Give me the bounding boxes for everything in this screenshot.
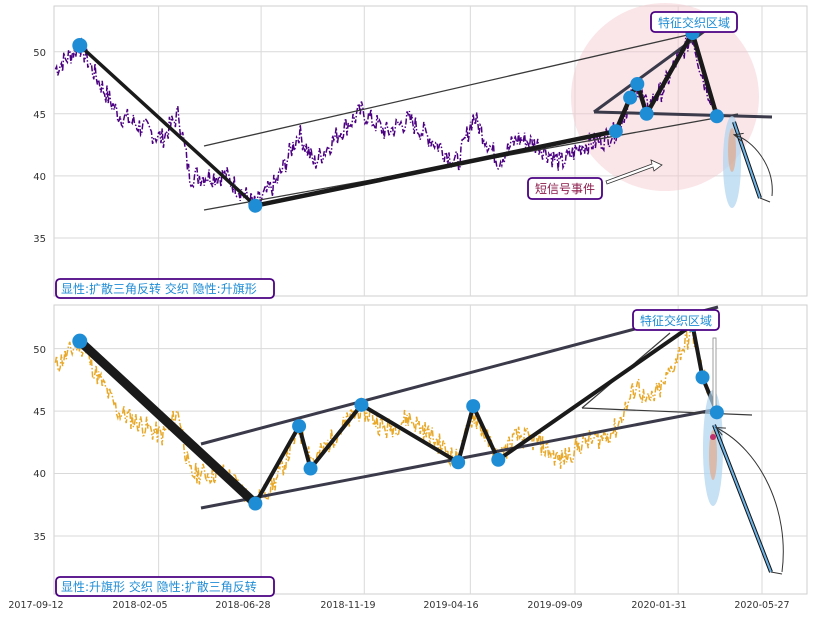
bottom-pattern-segment bbox=[690, 322, 705, 380]
bottom-legend-box bbox=[55, 576, 275, 597]
top-projection-core bbox=[728, 128, 736, 172]
grid-layer bbox=[54, 6, 807, 594]
top-legend-box bbox=[55, 278, 275, 299]
top-pattern-point bbox=[630, 76, 645, 91]
bottom-y-tick-label: 45 bbox=[33, 407, 46, 418]
bottom-pattern-point bbox=[466, 399, 481, 414]
bottom-pattern-point bbox=[695, 370, 710, 385]
top-zone-label: 特征交织区域 bbox=[658, 15, 730, 30]
x-tick-label: 2018-11-19 bbox=[320, 600, 375, 611]
top-pattern-point bbox=[709, 109, 724, 124]
bottom-pattern-point bbox=[491, 452, 506, 467]
bottom-projection-bar bbox=[712, 337, 717, 411]
bottom-pattern-point bbox=[72, 333, 88, 349]
bottom-projection-arrow-inner bbox=[713, 424, 772, 573]
bottom-pattern-point bbox=[451, 455, 466, 470]
top-pattern-markers bbox=[72, 26, 724, 213]
x-tick-label: 2020-01-31 bbox=[631, 600, 686, 611]
top-projection-curve bbox=[735, 135, 773, 197]
bottom-price-series bbox=[54, 323, 718, 511]
bottom-pattern-segment bbox=[253, 424, 302, 506]
x-tick-label: 2017-09-12 bbox=[8, 600, 63, 611]
bottom-pattern-point bbox=[248, 496, 263, 511]
top-zone-label-box bbox=[650, 11, 738, 33]
bottom-pattern-segment bbox=[471, 404, 501, 462]
top-signal-label: 短信号事件 bbox=[535, 182, 595, 196]
bottom-y-tick-label: 35 bbox=[33, 532, 46, 543]
bottom-pattern-segment bbox=[359, 402, 461, 465]
top-projection-tick bbox=[759, 197, 771, 203]
x-tick-label: 2020-05-27 bbox=[734, 600, 789, 611]
top-y-tick-label: 50 bbox=[33, 48, 46, 59]
bottom-y-tick-label: 40 bbox=[33, 469, 46, 480]
tick-labels: 35 40 45 50 35 40 45 50 2017-09-12 2018-… bbox=[8, 48, 789, 611]
top-y-tick-label: 40 bbox=[33, 172, 46, 183]
x-tick-label: 2019-04-16 bbox=[423, 600, 478, 611]
bottom-projection-core bbox=[709, 430, 717, 480]
top-pattern-path bbox=[78, 30, 720, 208]
top-legend-text: 显性:扩散三角反转 交织 隐性:升旗形 bbox=[61, 281, 257, 296]
bottom-pattern-point bbox=[354, 397, 369, 412]
bottom-projection-tick bbox=[770, 571, 783, 575]
top-signal-label-box bbox=[527, 177, 603, 200]
top-pattern-segment bbox=[78, 43, 258, 208]
top-series-line bbox=[54, 33, 718, 209]
x-tick-label: 2019-09-09 bbox=[527, 600, 582, 611]
bottom-projection-curve bbox=[717, 428, 784, 573]
top-pattern-point bbox=[248, 198, 263, 213]
top-projection bbox=[723, 116, 773, 208]
x-tick-label: 2018-02-05 bbox=[112, 600, 167, 611]
x-tick-label: 2018-06-28 bbox=[215, 600, 270, 611]
bottom-pattern-segment bbox=[75, 336, 260, 509]
top-channel-upper bbox=[203, 27, 719, 147]
top-pattern-segment bbox=[253, 128, 619, 208]
top-feature-zone bbox=[571, 3, 759, 191]
bottom-zone-label-box bbox=[632, 309, 720, 331]
top-price-series bbox=[54, 33, 718, 209]
bottom-pattern-segment bbox=[297, 424, 313, 471]
bottom-pattern-segment bbox=[496, 322, 695, 462]
top-signal-arrow bbox=[605, 159, 663, 185]
bottom-channel-upper bbox=[200, 305, 719, 446]
top-pattern-point bbox=[623, 90, 638, 105]
bottom-pattern-point bbox=[709, 405, 724, 420]
bottom-pattern-segment bbox=[308, 402, 364, 471]
top-y-tick-label: 45 bbox=[33, 110, 46, 121]
top-pattern-point bbox=[639, 106, 654, 121]
bottom-pattern-markers bbox=[72, 317, 724, 511]
bottom-pattern-point bbox=[303, 461, 318, 476]
top-pattern-point bbox=[608, 124, 623, 139]
top-pattern-segment bbox=[690, 30, 720, 119]
bottom-legend-text: 显性:升旗形 交织 隐性:扩散三角反转 bbox=[61, 579, 257, 594]
top-pattern-point bbox=[72, 37, 88, 53]
bottom-y-tick-label: 50 bbox=[33, 345, 46, 356]
bottom-series-line bbox=[54, 323, 718, 511]
bottom-pattern-point bbox=[292, 419, 307, 434]
top-y-tick-label: 35 bbox=[33, 234, 46, 245]
bottom-pattern-segment bbox=[456, 404, 476, 465]
top-pattern-segment bbox=[644, 30, 695, 117]
bottom-zone-label: 特征交织区域 bbox=[640, 313, 712, 328]
bottom-projection-dot bbox=[710, 434, 716, 440]
bottom-plot-area bbox=[53, 304, 808, 595]
